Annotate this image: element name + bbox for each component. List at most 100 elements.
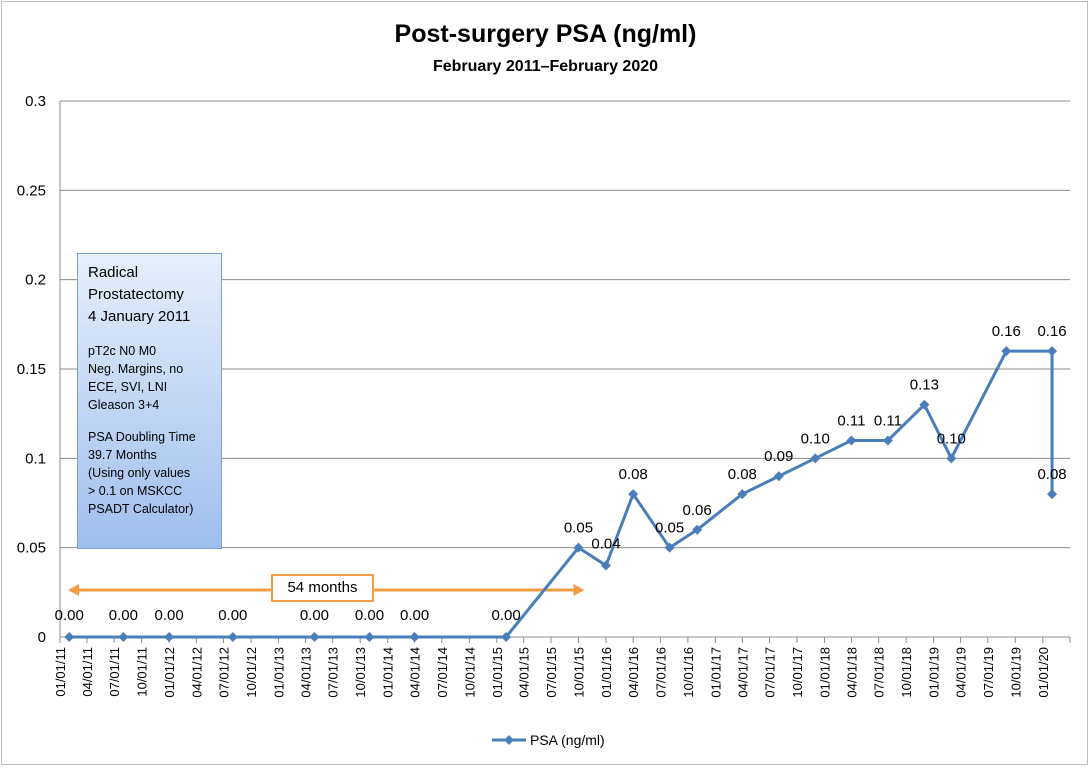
data-point: [164, 632, 175, 642]
y-tick-label: 0.15: [17, 361, 46, 378]
data-point: [919, 399, 930, 410]
data-point: [737, 489, 748, 500]
info-line: pT2c N0 M0: [88, 344, 157, 358]
x-tick-label: 01/01/12: [162, 647, 177, 698]
data-label: 0.11: [837, 412, 865, 429]
data-label: 0.00: [109, 607, 138, 624]
x-tick-label: 01/01/18: [818, 647, 833, 698]
x-tick-label: 01/01/19: [927, 647, 942, 698]
data-point: [1047, 346, 1058, 357]
data-label: 0.13: [910, 377, 939, 394]
data-label: 0.06: [683, 502, 712, 519]
x-tick-label: 04/01/13: [298, 647, 313, 698]
data-label: 0.10: [801, 430, 830, 447]
y-tick-label: 0: [38, 629, 46, 646]
data-point: [1001, 346, 1012, 357]
x-tick-label: 07/01/11: [107, 647, 122, 697]
legend-marker-icon: [492, 735, 526, 745]
x-tick-label: 10/01/17: [790, 647, 805, 698]
data-point: [64, 632, 75, 642]
span-label: 54 months: [271, 574, 374, 602]
info-line: 4 January 2011: [88, 308, 191, 325]
data-label: 0.00: [218, 607, 247, 624]
chart-title: Post-surgery PSA (ng/ml): [394, 20, 697, 48]
data-point: [409, 632, 420, 642]
x-tick-label: 04/01/19: [954, 647, 969, 698]
x-tick-label: 07/01/14: [435, 647, 450, 698]
data-point: [118, 632, 129, 642]
info-line: PSADT Calculator): [88, 502, 194, 516]
x-tick-label: 10/01/14: [462, 647, 477, 698]
x-tick-label: 10/01/18: [899, 647, 914, 698]
data-point: [773, 471, 784, 482]
x-tick-label: 04/01/15: [517, 647, 532, 698]
x-tick-label: 10/01/15: [571, 647, 586, 698]
data-label: 0.00: [491, 607, 520, 624]
data-label: 0.11: [874, 412, 902, 429]
x-tick-label: 10/01/16: [681, 647, 696, 698]
data-point: [501, 632, 512, 642]
data-point: [946, 453, 957, 464]
x-tick-label: 04/01/18: [844, 647, 859, 698]
data-label: 0.00: [355, 607, 384, 624]
data-label: 0.16: [992, 323, 1021, 340]
x-tick-label: 04/01/12: [189, 647, 204, 698]
data-point: [882, 435, 893, 446]
data-label: 0.08: [1037, 466, 1066, 483]
legend: PSA (ng/ml): [492, 730, 605, 750]
data-label: 0.09: [764, 448, 793, 465]
x-tick-label: 01/01/16: [599, 647, 614, 698]
data-label: 0.00: [300, 607, 329, 624]
data-label: 0.16: [1037, 323, 1066, 340]
x-tick-label: 10/01/19: [1008, 647, 1023, 698]
x-tick-label: 01/01/14: [381, 647, 396, 698]
x-tick-label: 07/01/18: [872, 647, 887, 698]
x-tick-label: 04/01/14: [408, 647, 423, 698]
y-tick-label: 0.25: [17, 182, 46, 199]
span-arrow-left-head: [68, 584, 79, 596]
x-tick-label: 07/01/16: [653, 647, 668, 698]
data-label: 0.00: [400, 607, 429, 624]
x-tick-label: 01/01/17: [708, 647, 723, 698]
data-label: 0.05: [564, 520, 593, 537]
x-tick-label: 07/01/15: [544, 647, 559, 698]
info-line: PSA Doubling Time: [88, 430, 196, 444]
data-point: [227, 632, 238, 642]
data-point: [664, 542, 675, 553]
data-point: [1047, 489, 1058, 500]
x-tick-label: 04/01/16: [626, 647, 641, 698]
info-line: 39.7 Months: [88, 448, 157, 462]
data-point: [309, 632, 320, 642]
info-line: > 0.1 on MSKCC: [88, 484, 183, 498]
info-line: Radical: [88, 264, 139, 281]
data-point: [846, 435, 857, 446]
x-tick-label: 07/01/17: [763, 647, 778, 698]
x-tick-label: 04/01/11: [80, 647, 95, 697]
legend-label: PSA (ng/ml): [530, 732, 605, 748]
data-label: 0.00: [155, 607, 184, 624]
span-arrow-right-head: [573, 584, 585, 596]
data-label: 0.10: [937, 430, 966, 447]
y-tick-label: 0.3: [25, 93, 46, 110]
x-tick-label: 01/01/11: [53, 647, 68, 697]
info-line: (Using only values: [88, 466, 191, 480]
info-line: ECE, SVI, LNI: [88, 380, 168, 394]
x-tick-label: 10/01/13: [353, 647, 368, 698]
data-point: [364, 632, 375, 642]
x-tick-label: 01/01/15: [490, 647, 505, 698]
chart-subtitle: February 2011–February 2020: [432, 58, 659, 75]
data-label: 0.04: [591, 536, 620, 553]
data-label: 0.08: [619, 466, 648, 483]
data-label: 0.00: [55, 607, 84, 624]
x-tick-label: 07/01/12: [217, 647, 232, 698]
data-point: [628, 489, 639, 500]
data-point: [600, 560, 611, 571]
x-tick-label: 01/01/13: [272, 647, 287, 698]
x-tick-label: 10/01/11: [135, 647, 150, 697]
y-tick-label: 0.05: [17, 540, 46, 557]
data-point: [692, 524, 703, 535]
x-tick-label: 10/01/12: [244, 647, 259, 698]
data-label: 0.08: [728, 466, 757, 483]
info-line: Neg. Margins, no: [88, 362, 184, 376]
